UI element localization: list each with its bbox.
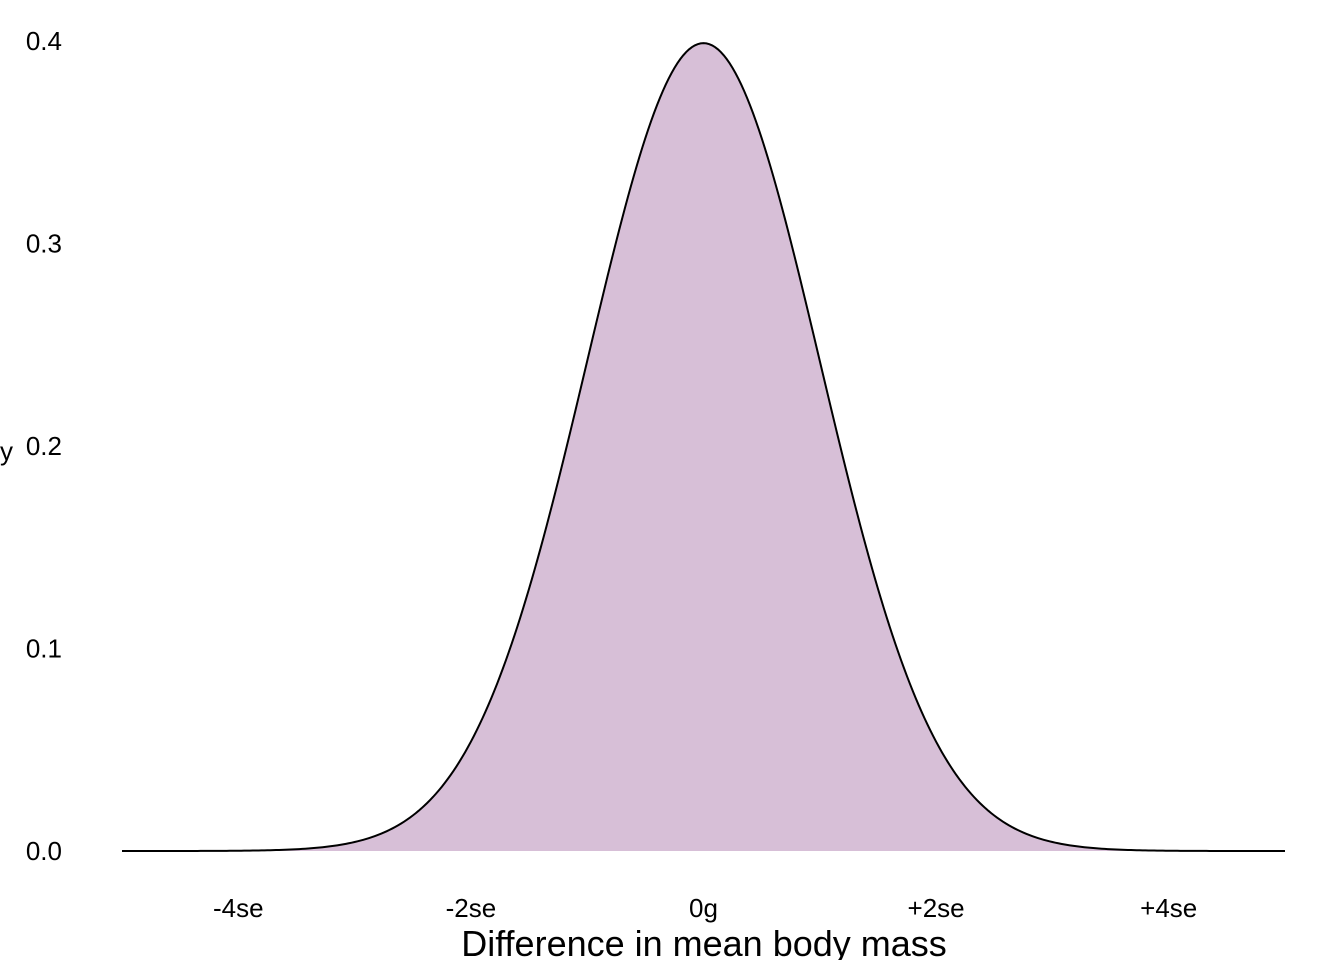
x-axis-title: Difference in mean body mass xyxy=(461,923,947,960)
x-tick-label-0: -4se xyxy=(213,893,264,923)
y-tick-label-2: 0.2 xyxy=(26,431,62,461)
y-tick-label-4: 0.4 xyxy=(26,26,62,56)
y-tick-label-1: 0.1 xyxy=(26,634,62,664)
x-tick-label-2: 0g xyxy=(689,893,718,923)
density-curve xyxy=(122,42,1285,852)
density-area xyxy=(122,43,1285,851)
y-axis-title: y xyxy=(0,436,13,466)
x-tick-label-1: -2se xyxy=(446,893,497,923)
x-tick-label-4: +4se xyxy=(1140,893,1197,923)
x-axis-ticks: -4se -2se 0g +2se +4se xyxy=(213,893,1197,923)
y-tick-label-3: 0.3 xyxy=(26,229,62,259)
y-tick-label-0: 0.0 xyxy=(26,836,62,866)
x-tick-label-3: +2se xyxy=(908,893,965,923)
y-axis-ticks: 0.0 0.1 0.2 0.3 0.4 xyxy=(26,26,62,866)
